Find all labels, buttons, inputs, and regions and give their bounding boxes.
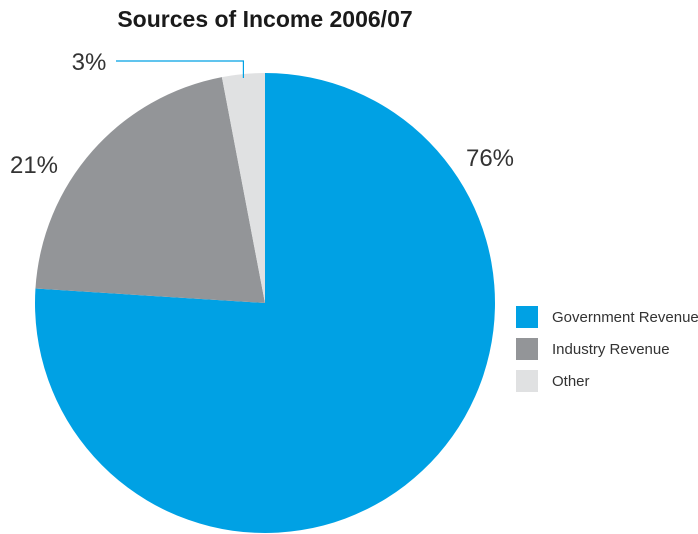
legend-label-government-revenue: Government Revenue: [552, 309, 698, 326]
pie-value-labels: 76% 21% 3%: [10, 49, 514, 179]
value-label-government-revenue: 76%: [466, 145, 514, 172]
legend-label-other: Other: [552, 373, 590, 390]
value-label-other: 3%: [72, 49, 107, 76]
pie-slice-industry-revenue: [35, 77, 266, 303]
pie-slice-government-revenue: [34, 73, 495, 533]
legend-label-industry-revenue: Industry Revenue: [552, 341, 670, 358]
value-label-industry-revenue: 21%: [10, 152, 58, 179]
legend-swatch-industry-revenue: [516, 338, 538, 360]
legend-swatch-other: [516, 370, 538, 392]
pie-slices: [34, 72, 495, 533]
legend-swatch-government-revenue: [516, 306, 538, 328]
chart-legend: Government Revenue Industry Revenue Other: [516, 306, 698, 392]
leader-line-other: [116, 60, 244, 78]
pie-slice-other: [221, 72, 265, 303]
chart-title: Sources of Income 2006/07: [117, 6, 412, 32]
